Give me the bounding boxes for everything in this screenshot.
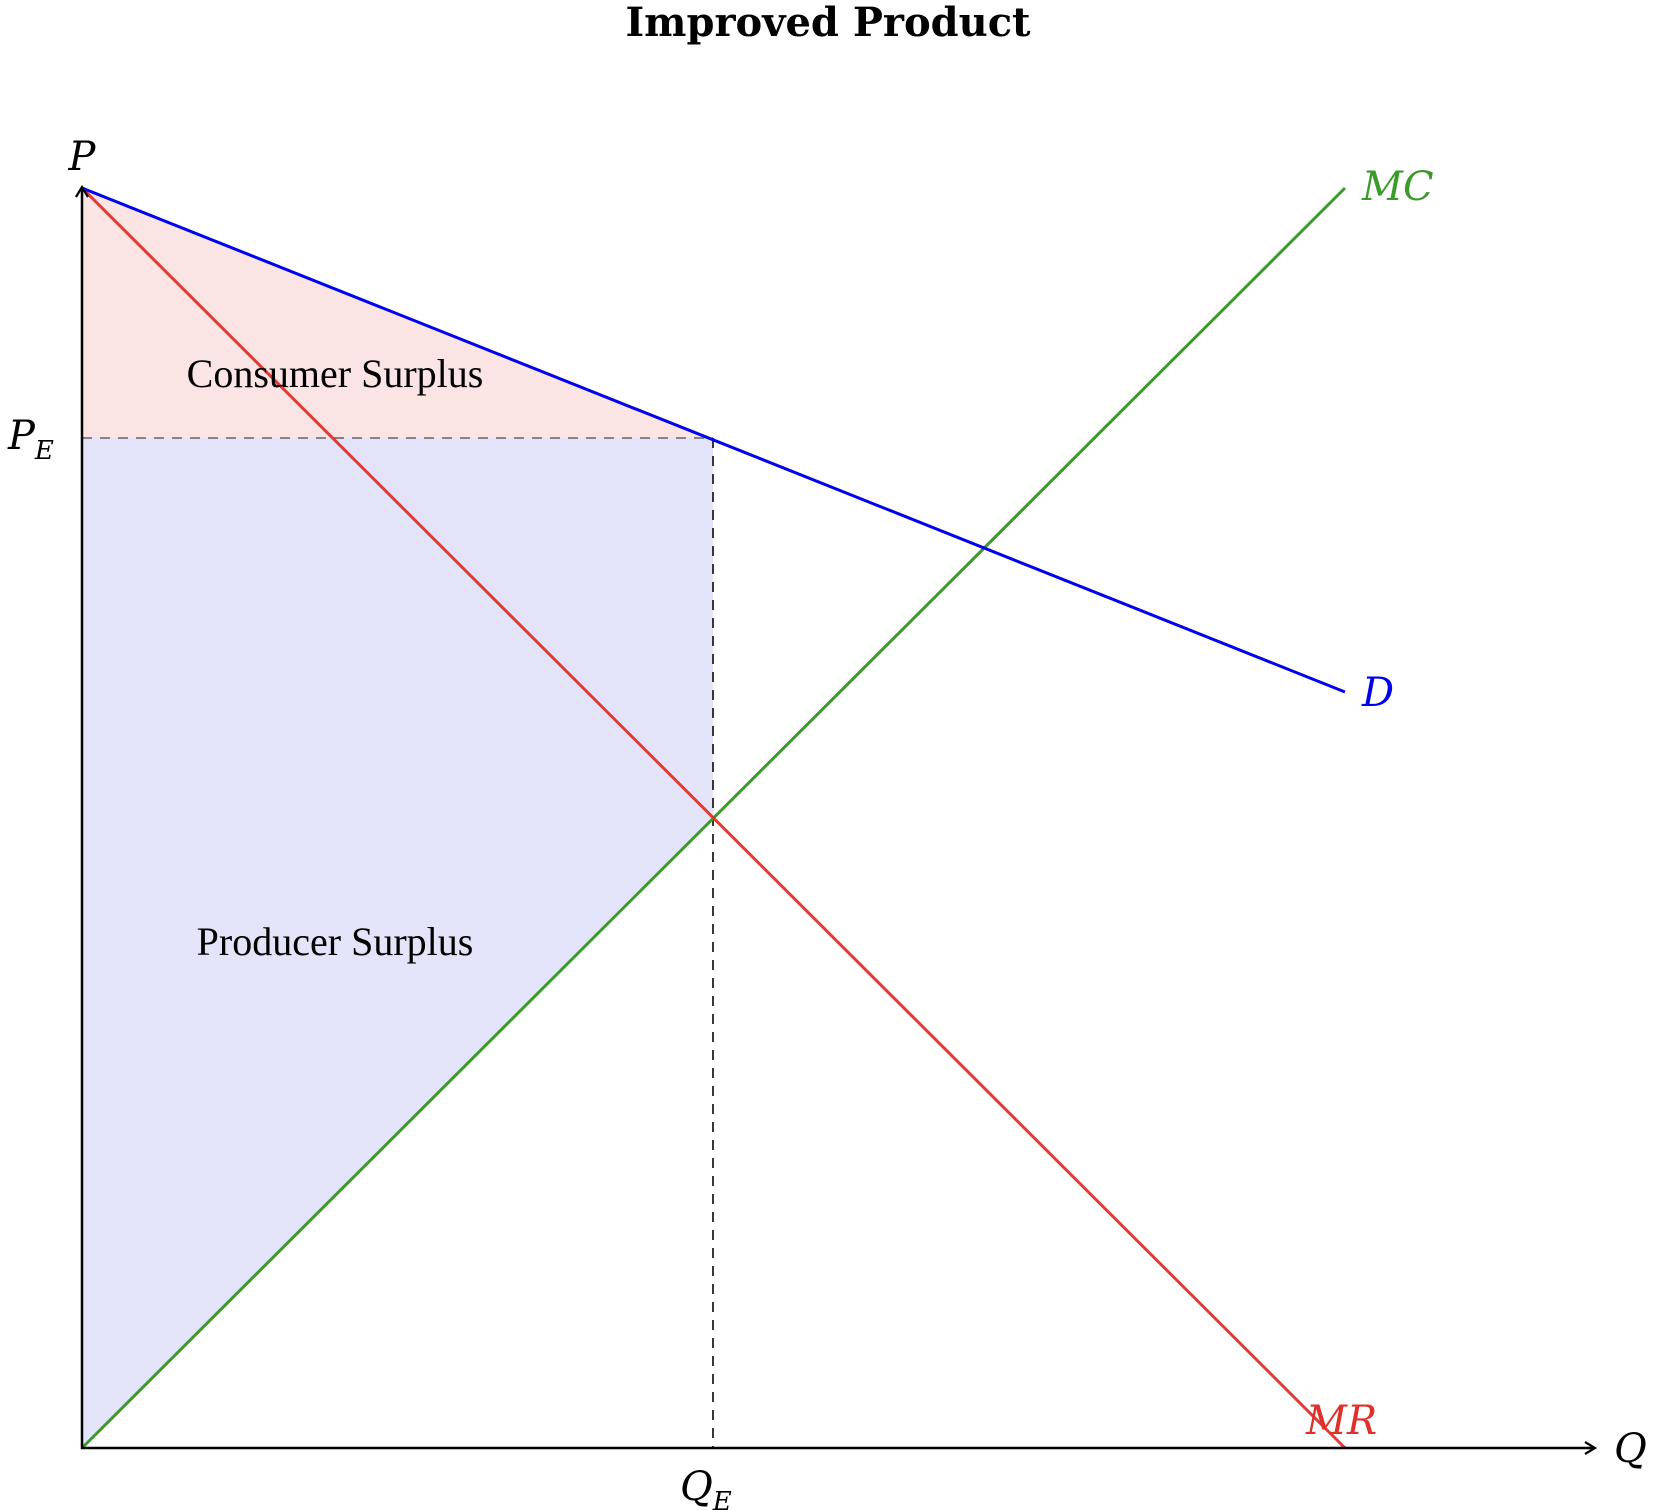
price-equilibrium-main: P <box>7 413 36 459</box>
consumer-surplus-label: Consumer Surplus <box>187 351 484 396</box>
y-axis-label: P <box>68 134 97 180</box>
price-equilibrium-sub: E <box>34 436 54 466</box>
quantity-equilibrium-sub: E <box>712 1487 732 1510</box>
mc-curve-label: MC <box>1361 164 1434 210</box>
producer-surplus-area <box>82 438 713 1448</box>
demand-curve-label: D <box>1361 670 1394 716</box>
chart-title: Improved Product <box>625 0 1031 46</box>
mr-curve <box>80 186 1347 1450</box>
demand-curve <box>81 186 1346 694</box>
x-axis-label: Q <box>1614 1426 1647 1472</box>
quantity-equilibrium-label: QE <box>680 1464 732 1510</box>
producer-surplus-label: Producer Surplus <box>197 919 474 964</box>
price-equilibrium-label: PE <box>7 413 54 466</box>
quantity-equilibrium-main: Q <box>680 1464 713 1510</box>
mr-curve-label: MR <box>1305 1398 1377 1444</box>
